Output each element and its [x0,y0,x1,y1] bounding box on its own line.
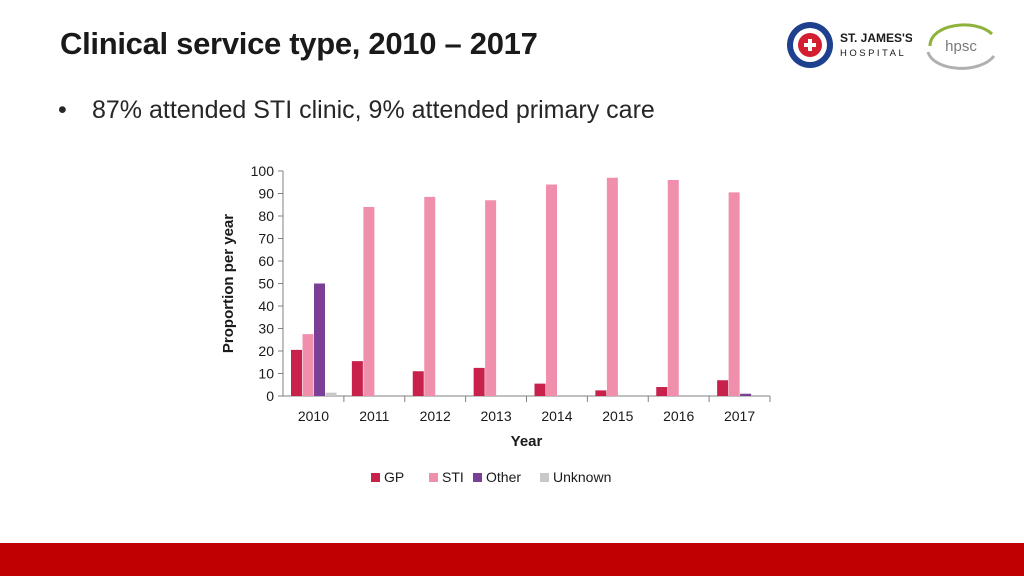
bar-unknown-2010 [325,392,337,396]
x-tick-label-2014: 2014 [541,408,572,424]
hpsc-swoosh-top [928,23,994,47]
bar-sti-2013 [485,200,497,396]
bar-other-2017 [740,393,752,396]
x-tick-label-2017: 2017 [724,408,755,424]
hospital-crest-cross-v [808,39,812,51]
x-tick-label-2013: 2013 [480,408,511,424]
legend-label-sti: STI [442,469,464,485]
y-tick-label: 10 [258,366,274,382]
y-tick-label: 100 [251,163,275,179]
chart-legend: GP STI Other Unknown [371,469,611,485]
hpsc-logo: hpsc [926,23,996,70]
hpsc-swoosh-bottom [926,51,996,70]
legend-swatch-unknown [540,473,549,482]
legend-swatch-other [473,473,482,482]
bar-sti-2017 [728,192,740,396]
slide-title: Clinical service type, 2010 – 2017 [60,26,538,61]
x-tick-label-2010: 2010 [298,408,329,424]
bar-sti-2012 [424,196,436,396]
legend-swatch-sti [429,473,438,482]
y-tick-label: 30 [258,321,274,337]
y-axis-ticks: 0 10 20 30 40 50 60 70 80 90 100 [251,163,283,404]
bar-sti-2015 [606,177,618,396]
bar-sti-2011 [363,207,375,396]
bar-gp-2016 [656,387,668,396]
bullet-text: 87% attended STI clinic, 9% attended pri… [92,96,655,124]
x-tick-label-2012: 2012 [420,408,451,424]
y-axis-label: Proportion per year [220,214,237,353]
bar-sti-2010 [302,334,314,396]
st-james-name: ST. JAMES'S [840,31,912,45]
x-tick-label-2011: 2011 [359,408,389,424]
bar-sti-2014 [546,184,557,396]
bar-gp-2014 [534,383,546,396]
y-tick-label: 20 [258,343,274,359]
y-tick-label: 80 [258,208,274,224]
bar-gp-2010 [291,349,302,396]
st-james-hospital-logo: ST. JAMES'S HOSPITAL [787,22,912,68]
bar-gp-2015 [595,390,607,396]
legend-swatch-gp [371,473,380,482]
bar-gp-2013 [473,367,485,396]
bar-other-2010 [314,283,325,396]
y-tick-label: 70 [258,231,274,247]
y-tick-label: 60 [258,253,274,269]
st-james-hospital-word: HOSPITAL [840,48,906,59]
y-tick-label: 90 [258,186,274,202]
x-tick-label-2016: 2016 [663,408,694,424]
bar-sti-2016 [667,180,679,396]
hpsc-wordmark: hpsc [945,38,977,55]
x-axis-label: Year [511,433,543,450]
x-tick-label-2015: 2015 [602,408,633,424]
bar-gp-2012 [412,371,424,396]
legend-label-other: Other [486,469,521,485]
y-tick-label: 0 [266,388,274,404]
footer-bar [0,543,1024,576]
bar-gp-2011 [351,361,363,396]
bullet-symbol: • [58,96,67,124]
x-axis-ticks: 2010 2011 2012 2013 2014 2015 2016 2017 [298,396,771,424]
y-tick-label: 40 [258,298,274,314]
bars-group [291,177,752,396]
bar-gp-2017 [717,380,729,396]
bullet-point: • 87% attended STI clinic, 9% attended pr… [58,96,655,125]
y-tick-label: 50 [258,276,274,292]
legend-label-unknown: Unknown [553,469,611,485]
legend-label-gp: GP [384,469,404,485]
